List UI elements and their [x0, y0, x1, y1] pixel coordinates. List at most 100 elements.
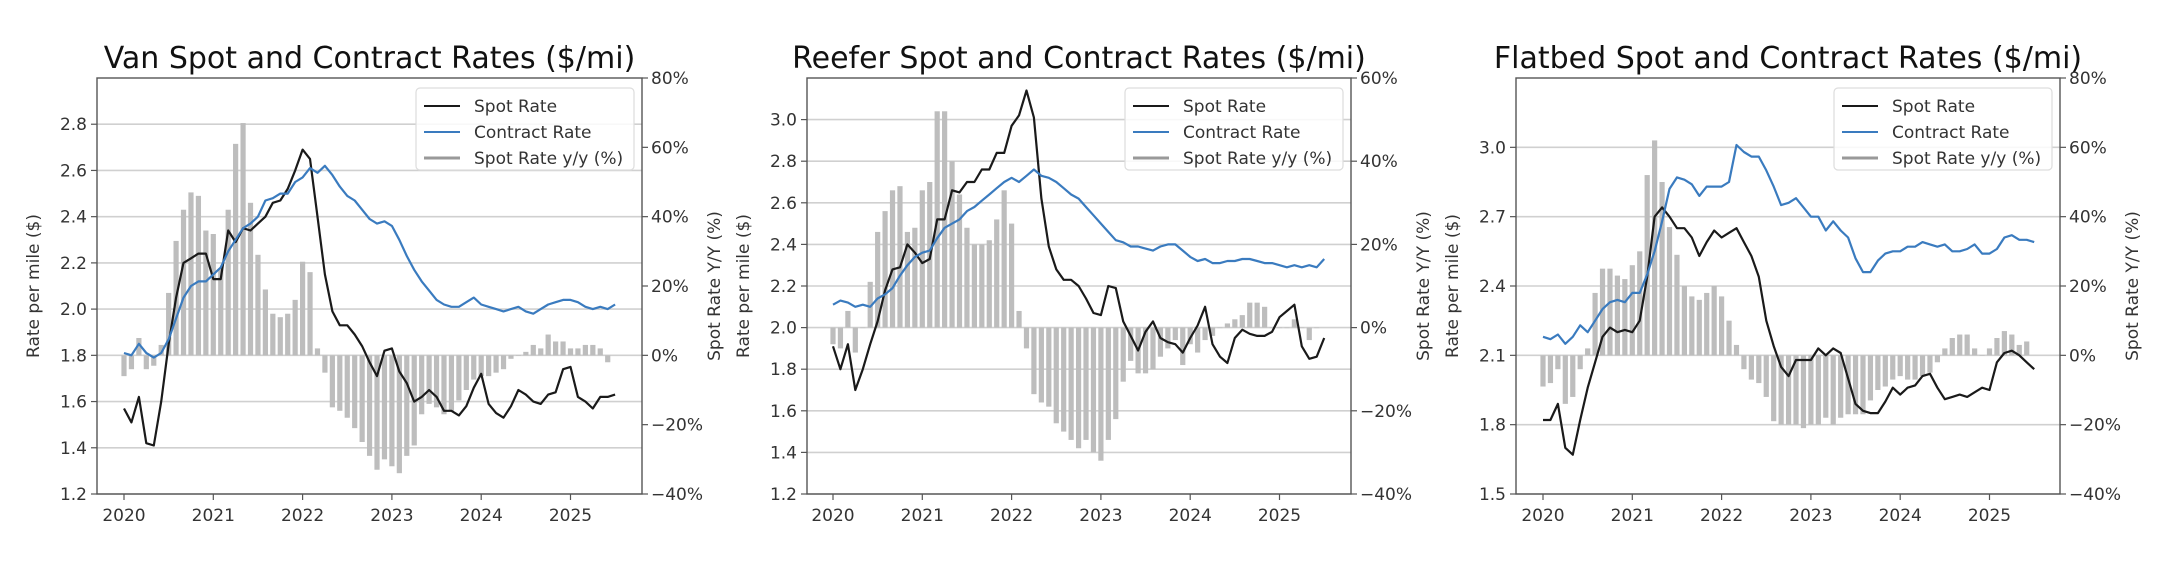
chart-title: Reefer Spot and Contract Rates ($/mi)	[792, 41, 1366, 76]
yoy-bar	[553, 341, 559, 356]
yoy-bar	[1031, 327, 1037, 395]
y-tick-label: 1.8	[770, 360, 797, 380]
yoy-bar	[300, 261, 306, 356]
y2-tick-label: 60%	[651, 138, 689, 158]
yoy-bar	[919, 190, 925, 328]
van-chart-panel: Van Spot and Contract Rates ($/mi) Rate …	[24, 41, 725, 526]
legend-label-spot: Spot Rate	[474, 97, 557, 117]
yoy-bar	[852, 327, 858, 353]
yoy-bar	[1771, 355, 1777, 422]
yoy-bar	[143, 355, 149, 370]
y2-tick-label: −20%	[651, 416, 703, 436]
y-axis-label: Rate per mile ($)	[24, 214, 44, 358]
yoy-bar	[1890, 355, 1896, 380]
y2-tick-label: 20%	[651, 277, 689, 297]
y-tick-label: 2.6	[60, 161, 87, 181]
yoy-bar	[1247, 302, 1253, 328]
legend-box	[1124, 87, 1344, 171]
legend-label-contract: Contract Rate	[1892, 123, 2010, 143]
yoy-bar	[860, 327, 866, 329]
yoy-bar	[1157, 327, 1164, 357]
y2-tick-label: 60%	[2069, 138, 2107, 158]
yoy-bar	[203, 230, 209, 356]
yoy-bar	[329, 355, 335, 408]
yoy-bar	[545, 334, 551, 356]
yoy-bar	[225, 209, 231, 356]
reefer-chart-panel: Reefer Spot and Contract Rates ($/mi) Ra…	[734, 41, 1434, 526]
yoy-bar	[262, 289, 268, 356]
yoy-bar	[515, 355, 522, 356]
yoy-bar	[2016, 344, 2022, 356]
y2-tick-label: 40%	[1360, 152, 1398, 172]
yoy-bar	[1547, 355, 1554, 384]
yoy-bar	[255, 254, 261, 356]
yoy-bar	[441, 355, 447, 415]
chart-title: Flatbed Spot and Contract Rates ($/mi)	[1494, 41, 2082, 76]
yoy-bar	[1689, 296, 1695, 356]
yoy-bar	[1927, 355, 1933, 373]
yoy-bar	[1224, 323, 1231, 328]
yoy-bar	[1016, 310, 1022, 328]
yoy-bar	[277, 317, 283, 356]
yoy-bar	[337, 355, 343, 411]
x-tick-label: 2021	[1611, 506, 1654, 526]
y-tick-label: 1.4	[60, 439, 87, 459]
yoy-bar	[374, 355, 380, 470]
yoy-bar	[419, 355, 425, 415]
y2-tick-label: 20%	[2069, 277, 2107, 297]
yoy-bar	[433, 355, 440, 408]
yoy-bar	[1711, 286, 1717, 356]
y-axis-label: Rate per mile ($)	[734, 214, 754, 358]
y-axis-label: Rate per mile ($)	[1443, 214, 1463, 358]
x-tick-label: 2024	[1169, 506, 1212, 526]
yoy-bar	[830, 327, 836, 345]
yoy-bar	[1209, 327, 1216, 336]
x-tick-label: 2020	[1521, 506, 1564, 526]
yoy-bar	[1023, 327, 1030, 349]
yoy-bar	[1838, 355, 1844, 418]
legend-label-spot: Spot Rate	[1892, 97, 1975, 117]
y2-axis-label: Spot Rate Y/Y (%)	[2123, 211, 2143, 361]
x-tick-label: 2023	[370, 506, 413, 526]
yoy-bar	[1994, 338, 2000, 356]
yoy-bar	[1882, 355, 1888, 387]
y2-tick-label: 80%	[2069, 69, 2107, 89]
yoy-bar	[1875, 355, 1881, 390]
y-tick-label: 2.4	[1479, 277, 1506, 297]
yoy-bar	[195, 195, 202, 356]
legend-label-contract: Contract Rate	[1183, 123, 1301, 143]
yoy-bar	[1957, 334, 1963, 356]
yoy-bar	[1217, 327, 1223, 329]
y-tick-label: 1.6	[770, 402, 797, 422]
x-tick-label: 2022	[990, 506, 1033, 526]
y2-tick-label: 0%	[651, 346, 678, 366]
yoy-bar	[971, 244, 977, 328]
legend-label-yoy: Spot Rate y/y (%)	[1892, 149, 2041, 169]
legend-label-spot: Spot Rate	[1183, 97, 1266, 117]
y2-tick-label: 20%	[1360, 235, 1398, 255]
yoy-bar	[560, 341, 566, 356]
yoy-bar	[352, 355, 358, 429]
yoy-bar	[1726, 320, 1732, 356]
yoy-bar	[456, 355, 462, 401]
yoy-bar	[605, 355, 611, 363]
x-tick-label: 2021	[901, 506, 944, 526]
yoy-bar	[2001, 331, 2007, 356]
yoy-bar	[1666, 227, 1673, 356]
yoy-bar	[1614, 275, 1621, 356]
yoy-bar	[1180, 327, 1186, 366]
yoy-bar	[590, 344, 596, 356]
contract-rate-line	[123, 164, 616, 359]
plot-frame	[806, 77, 1352, 495]
y-tick-label: 1.5	[1479, 485, 1506, 505]
yoy-bar	[188, 192, 194, 356]
yoy-bar	[1860, 355, 1866, 415]
x-tick-label: 2023	[1789, 506, 1832, 526]
yoy-bar	[845, 310, 851, 328]
yoy-bar	[597, 348, 603, 356]
yoy-bar	[180, 209, 187, 356]
x-tick-label: 2025	[1968, 506, 2011, 526]
yoy-bar	[979, 244, 985, 328]
yoy-bar	[493, 355, 499, 373]
contract-rate-line	[832, 168, 1326, 308]
